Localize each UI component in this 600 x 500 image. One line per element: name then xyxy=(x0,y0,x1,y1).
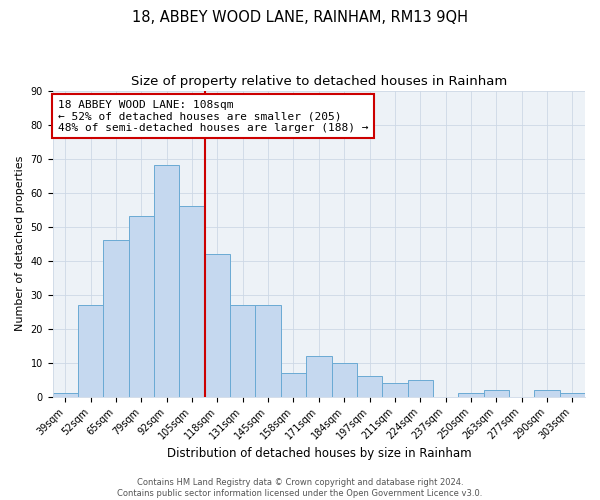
Bar xyxy=(205,254,230,396)
Bar xyxy=(332,362,357,396)
Bar xyxy=(535,390,560,396)
Bar xyxy=(484,390,509,396)
Bar xyxy=(53,394,78,396)
Text: 18, ABBEY WOOD LANE, RAINHAM, RM13 9QH: 18, ABBEY WOOD LANE, RAINHAM, RM13 9QH xyxy=(132,10,468,25)
Bar xyxy=(179,206,205,396)
Bar xyxy=(103,240,129,396)
X-axis label: Distribution of detached houses by size in Rainham: Distribution of detached houses by size … xyxy=(167,447,471,460)
Bar xyxy=(357,376,382,396)
Bar xyxy=(560,394,585,396)
Text: 18 ABBEY WOOD LANE: 108sqm
← 52% of detached houses are smaller (205)
48% of sem: 18 ABBEY WOOD LANE: 108sqm ← 52% of deta… xyxy=(58,100,368,133)
Bar xyxy=(78,305,103,396)
Bar xyxy=(382,383,407,396)
Title: Size of property relative to detached houses in Rainham: Size of property relative to detached ho… xyxy=(131,75,507,88)
Bar xyxy=(306,356,332,397)
Bar xyxy=(129,216,154,396)
Bar xyxy=(458,394,484,396)
Bar xyxy=(256,305,281,396)
Bar xyxy=(407,380,433,396)
Y-axis label: Number of detached properties: Number of detached properties xyxy=(15,156,25,332)
Bar xyxy=(154,166,179,396)
Bar xyxy=(230,305,256,396)
Bar xyxy=(281,373,306,396)
Text: Contains HM Land Registry data © Crown copyright and database right 2024.
Contai: Contains HM Land Registry data © Crown c… xyxy=(118,478,482,498)
